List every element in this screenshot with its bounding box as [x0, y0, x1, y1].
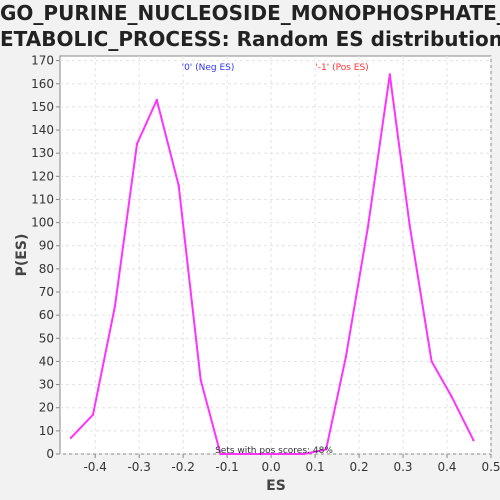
data-point [430, 360, 433, 363]
data-point [155, 98, 158, 102]
chart-title: GO_PURINE_NUCLEOSIDE_MONOPHOSPHATE_M ETA… [0, 0, 500, 52]
x-axis-label: ES [266, 478, 286, 494]
data-point [261, 452, 264, 456]
chart-title-line-1: GO_PURINE_NUCLEOSIDE_MONOPHOSPHATE_M [0, 1, 500, 25]
chart-title-line-2: ETABOLIC_PROCESS: Random ES distribution [0, 27, 500, 51]
data-point [366, 226, 370, 229]
data-point [302, 452, 306, 456]
y-tick-label: 150 [31, 100, 54, 114]
x-tick-label: 0.4 [437, 460, 456, 474]
y-tick-label: 0 [46, 447, 54, 461]
data-point [135, 142, 139, 146]
data-point [388, 73, 392, 76]
x-tick-label: -0.2 [171, 460, 194, 474]
y-tick-label: 20 [39, 401, 54, 415]
data-point [91, 413, 95, 416]
plot-area [59, 55, 492, 455]
x-tick-label: 0.5 [481, 460, 500, 474]
annotation-pos-scores: Sets with pos scores: 48% [215, 446, 333, 456]
x-tick-label: -0.1 [215, 460, 238, 474]
y-axis-ticks: 0 10 20 30 40 50 60 70 80 90 100 110 120 130 140 150 160… [31, 54, 60, 461]
grid [60, 56, 492, 455]
data-point [69, 436, 73, 440]
data-point [219, 452, 222, 456]
data-point [177, 184, 180, 187]
y-tick-label: 30 [39, 378, 54, 392]
data-point [472, 438, 475, 442]
x-tick-label: 0.3 [393, 460, 412, 474]
data-point [324, 448, 328, 451]
y-axis-label: P(ES) [14, 234, 30, 277]
y-tick-label: 140 [31, 123, 54, 137]
x-tick-label: -0.3 [127, 460, 150, 474]
y-tick-label: 130 [31, 146, 54, 160]
y-tick-label: 170 [31, 54, 54, 68]
series [69, 73, 475, 456]
x-axis-ticks: -0.4 -0.3 -0.2 -0.1 0.0 0.1 0.2 0.3 0.4 0.5 [83, 454, 500, 474]
x-tick-label: 0.1 [306, 460, 325, 474]
y-tick-label: 100 [31, 216, 54, 230]
x-tick-label: 0.0 [262, 460, 281, 474]
data-point [450, 394, 453, 398]
x-tick-label: 0.2 [350, 460, 369, 474]
legend-neg-es: '0' (Neg ES) [182, 63, 235, 73]
y-tick-label: 80 [39, 262, 54, 276]
y-tick-label: 70 [39, 285, 54, 299]
data-point [199, 378, 202, 382]
y-tick-label: 50 [39, 331, 54, 345]
y-tick-label: 160 [31, 77, 54, 91]
data-point [408, 223, 411, 227]
legend-pos-es: '-1' (Pos ES) [315, 63, 368, 73]
y-tick-label: 90 [39, 239, 54, 253]
y-tick-label: 60 [39, 308, 54, 322]
x-tick-label: -0.4 [83, 460, 106, 474]
data-point [239, 452, 242, 456]
data-point [283, 452, 286, 456]
y-tick-label: 40 [39, 354, 54, 368]
data-point [113, 304, 117, 308]
series-line [70, 73, 475, 455]
y-tick-label: 10 [39, 424, 54, 438]
y-tick-label: 110 [31, 192, 54, 206]
data-point [344, 355, 348, 359]
y-tick-label: 120 [31, 169, 54, 183]
